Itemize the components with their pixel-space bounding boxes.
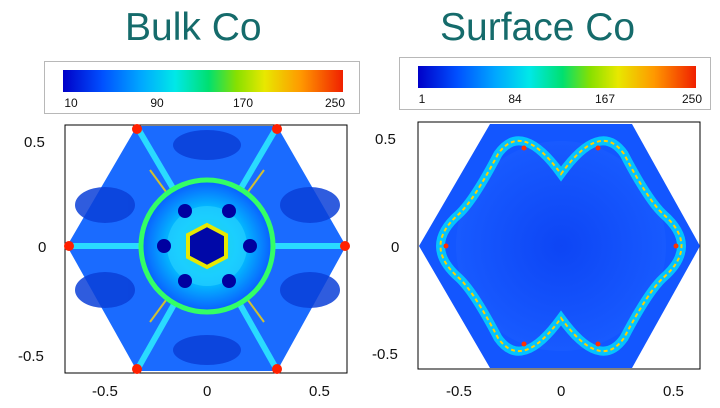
bulk-colorbar-gradient	[63, 70, 343, 92]
surface-ytick-2: -0.5	[372, 346, 398, 363]
bulk-ytick-0: 0.5	[24, 134, 45, 151]
bulk-cbar-tick-1: 90	[150, 96, 164, 110]
surface-xtick-1: 0	[557, 383, 565, 400]
surface-xtick-0: -0.5	[446, 383, 472, 400]
bulk-cbar-tick-3: 250	[324, 96, 346, 110]
bulk-xtick-2: 0.5	[309, 383, 330, 400]
surface-cbar-tick-1: 84	[508, 92, 522, 106]
surface-fermi-contour	[439, 139, 683, 353]
surface-ytick-1: 0	[391, 239, 399, 256]
bulk-xtick-1: 0	[203, 383, 211, 400]
surface-ytick-0: 0.5	[375, 131, 396, 148]
surface-xtick-2: 0.5	[663, 383, 684, 400]
surface-cbar-tick-0: 1	[418, 92, 426, 106]
surface-colorbar-gradient	[418, 66, 696, 88]
surface-cbar-tick-2: 167	[594, 92, 616, 106]
bulk-colorbar: 10 90 170 250	[44, 61, 360, 114]
bulk-co-title: Bulk Co	[125, 6, 262, 49]
surface-co-title: Surface Co	[440, 6, 636, 49]
surface-cbar-tick-3: 250	[681, 92, 703, 106]
bulk-center-pocket	[186, 222, 228, 270]
bulk-cbar-tick-0: 10	[64, 96, 78, 110]
bulk-plot: 0.5 0 -0.5 -0.5 0 0.5	[18, 124, 350, 400]
surface-plot: 0.5 0 -0.5 -0.5 0 0.5	[372, 121, 701, 400]
surface-colorbar: 1 84 167 250	[399, 57, 711, 110]
bulk-cbar-tick-2: 170	[232, 96, 254, 110]
bulk-ytick-1: 0	[38, 239, 46, 256]
bulk-ytick-2: -0.5	[18, 348, 44, 365]
bulk-xtick-0: -0.5	[92, 383, 118, 400]
